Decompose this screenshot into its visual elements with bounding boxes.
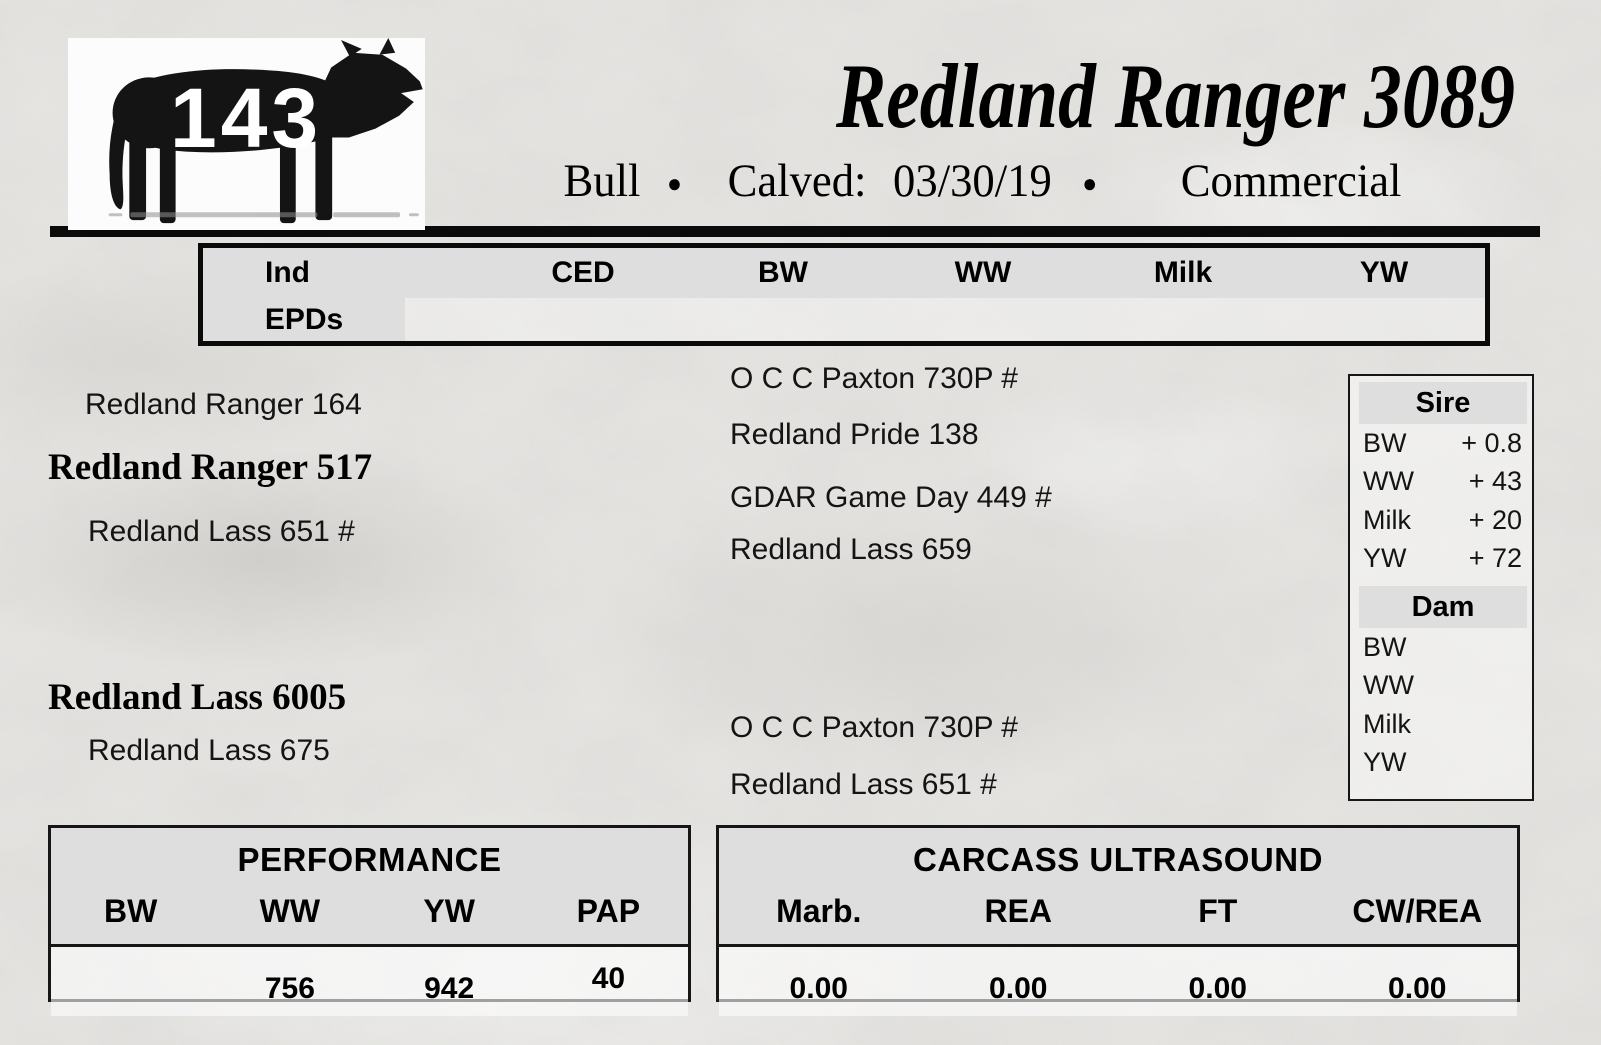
lot-image-box: 143 bbox=[68, 38, 425, 230]
pedigree-sire-sire-dam: Redland Pride 138 bbox=[730, 418, 979, 451]
pedigree-dam-dam-sire: O C C Paxton 730P # bbox=[730, 711, 1018, 744]
sire-epd-row: BW + 0.8 bbox=[1350, 424, 1532, 463]
epd-value: + 20 bbox=[1468, 504, 1522, 535]
epd-col-ced: CED bbox=[551, 256, 615, 289]
epd-value: + 43 bbox=[1468, 466, 1522, 497]
epd-label: BW bbox=[1363, 427, 1407, 458]
epd-label: Milk bbox=[1363, 504, 1411, 535]
calved-label: Calved: bbox=[727, 155, 867, 207]
carcass-val-marb: 0.00 bbox=[789, 971, 848, 1005]
performance-table: PERFORMANCE BW WW YW PAP 756 942 40 bbox=[48, 825, 691, 1016]
category-label: Commercial bbox=[1180, 155, 1402, 207]
epd-col-bw: BW bbox=[758, 256, 808, 289]
epd-label: Milk bbox=[1363, 708, 1411, 739]
epd-label: YW bbox=[1363, 747, 1407, 778]
epd-value: + 0.8 bbox=[1461, 427, 1522, 458]
animal-name-title: Redland Ranger 3089 bbox=[835, 45, 1515, 147]
dam-epd-row: WW bbox=[1350, 667, 1532, 706]
bullet-separator-icon: ● bbox=[1082, 169, 1098, 198]
sire-epd-header: Sire bbox=[1359, 382, 1527, 424]
sire-epd-row: Milk + 20 bbox=[1350, 501, 1532, 540]
epd-col-ind: Ind bbox=[265, 256, 310, 289]
carcass-col-marb: Marb. bbox=[776, 893, 862, 929]
epd-col-yw: YW bbox=[1359, 256, 1409, 289]
epd-col-milk: Milk bbox=[1153, 256, 1213, 289]
dam-epd-row: BW bbox=[1350, 628, 1532, 667]
performance-col-pap: PAP bbox=[576, 893, 641, 929]
epd-label: YW bbox=[1363, 543, 1407, 574]
epd-label: BW bbox=[1363, 631, 1407, 662]
dam-epd-header: Dam bbox=[1359, 586, 1527, 628]
animal-info-line: Bull ● Calved: 03/30/19 ● Commercial bbox=[524, 154, 1441, 208]
carcass-col-ft: FT bbox=[1198, 893, 1238, 929]
performance-val-ww: 756 bbox=[264, 971, 315, 1005]
sire-epd-row: YW + 72 bbox=[1350, 540, 1532, 579]
carcass-val-rea: 0.00 bbox=[989, 971, 1048, 1005]
pedigree-sire-dam-dam: Redland Lass 659 bbox=[730, 533, 972, 566]
epd-col-ww: WW bbox=[954, 256, 1012, 289]
carcass-values-row: 0.00 0.00 0.00 0.00 bbox=[719, 947, 1517, 1016]
lot-number: 143 bbox=[170, 71, 323, 165]
epd-label: WW bbox=[1363, 466, 1414, 497]
performance-col-ww: WW bbox=[259, 893, 321, 929]
carcass-ultrasound-table: CARCASS ULTRASOUND Marb. REA FT CW/REA 0… bbox=[716, 825, 1520, 1016]
epd-table: Ind CED BW WW Milk YW EPDs bbox=[198, 243, 1490, 346]
parent-epd-box: Sire BW + 0.8 WW + 43 Milk + 20 YW + 72 … bbox=[1348, 374, 1534, 801]
sire-epd-row: WW + 43 bbox=[1350, 463, 1532, 502]
epd-table-value-row: EPDs bbox=[203, 298, 1485, 341]
pedigree-sire-dam-sire: GDAR Game Day 449 # bbox=[730, 481, 1052, 514]
bullet-separator-icon: ● bbox=[667, 169, 682, 198]
dam-epd-row: Milk bbox=[1350, 705, 1532, 744]
pedigree-sire-sire: Redland Ranger 164 bbox=[85, 388, 362, 421]
sex-label: Bull bbox=[563, 155, 641, 207]
performance-col-bw: BW bbox=[103, 893, 158, 929]
performance-col-yw: YW bbox=[423, 893, 475, 929]
performance-values-row: 756 942 40 bbox=[51, 947, 688, 1016]
pedigree-dam: Redland Lass 6005 bbox=[48, 677, 347, 718]
carcass-col-rea: REA bbox=[984, 893, 1053, 929]
performance-title: PERFORMANCE bbox=[237, 841, 502, 878]
pedigree-dam-dam: Redland Lass 675 bbox=[88, 734, 330, 767]
carcass-val-cwrea: 0.00 bbox=[1388, 971, 1447, 1005]
carcass-col-cwrea: CW/REA bbox=[1352, 893, 1483, 929]
calved-date: 03/30/19 bbox=[893, 155, 1052, 207]
pedigree-sire: Redland Ranger 517 bbox=[48, 447, 373, 488]
epd-label: WW bbox=[1363, 670, 1414, 701]
pedigree-sire-sire-sire: O C C Paxton 730P # bbox=[730, 362, 1018, 395]
performance-table-header: PERFORMANCE BW WW YW PAP bbox=[51, 828, 688, 947]
epd-table-header-row: Ind CED BW WW Milk YW bbox=[203, 248, 1485, 298]
carcass-title: CARCASS ULTRASOUND bbox=[913, 841, 1323, 878]
dam-epd-row: YW bbox=[1350, 744, 1532, 783]
carcass-val-ft: 0.00 bbox=[1188, 971, 1247, 1005]
pedigree-dam-dam-dam: Redland Lass 651 # bbox=[730, 768, 997, 801]
performance-val-yw: 942 bbox=[424, 971, 475, 1005]
performance-val-pap: 40 bbox=[591, 961, 626, 995]
pedigree-sire-dam: Redland Lass 651 # bbox=[88, 515, 355, 548]
carcass-table-header: CARCASS ULTRASOUND Marb. REA FT CW/REA bbox=[719, 828, 1517, 947]
epd-value: + 72 bbox=[1468, 543, 1522, 574]
epds-row-label: EPDs bbox=[203, 298, 405, 341]
